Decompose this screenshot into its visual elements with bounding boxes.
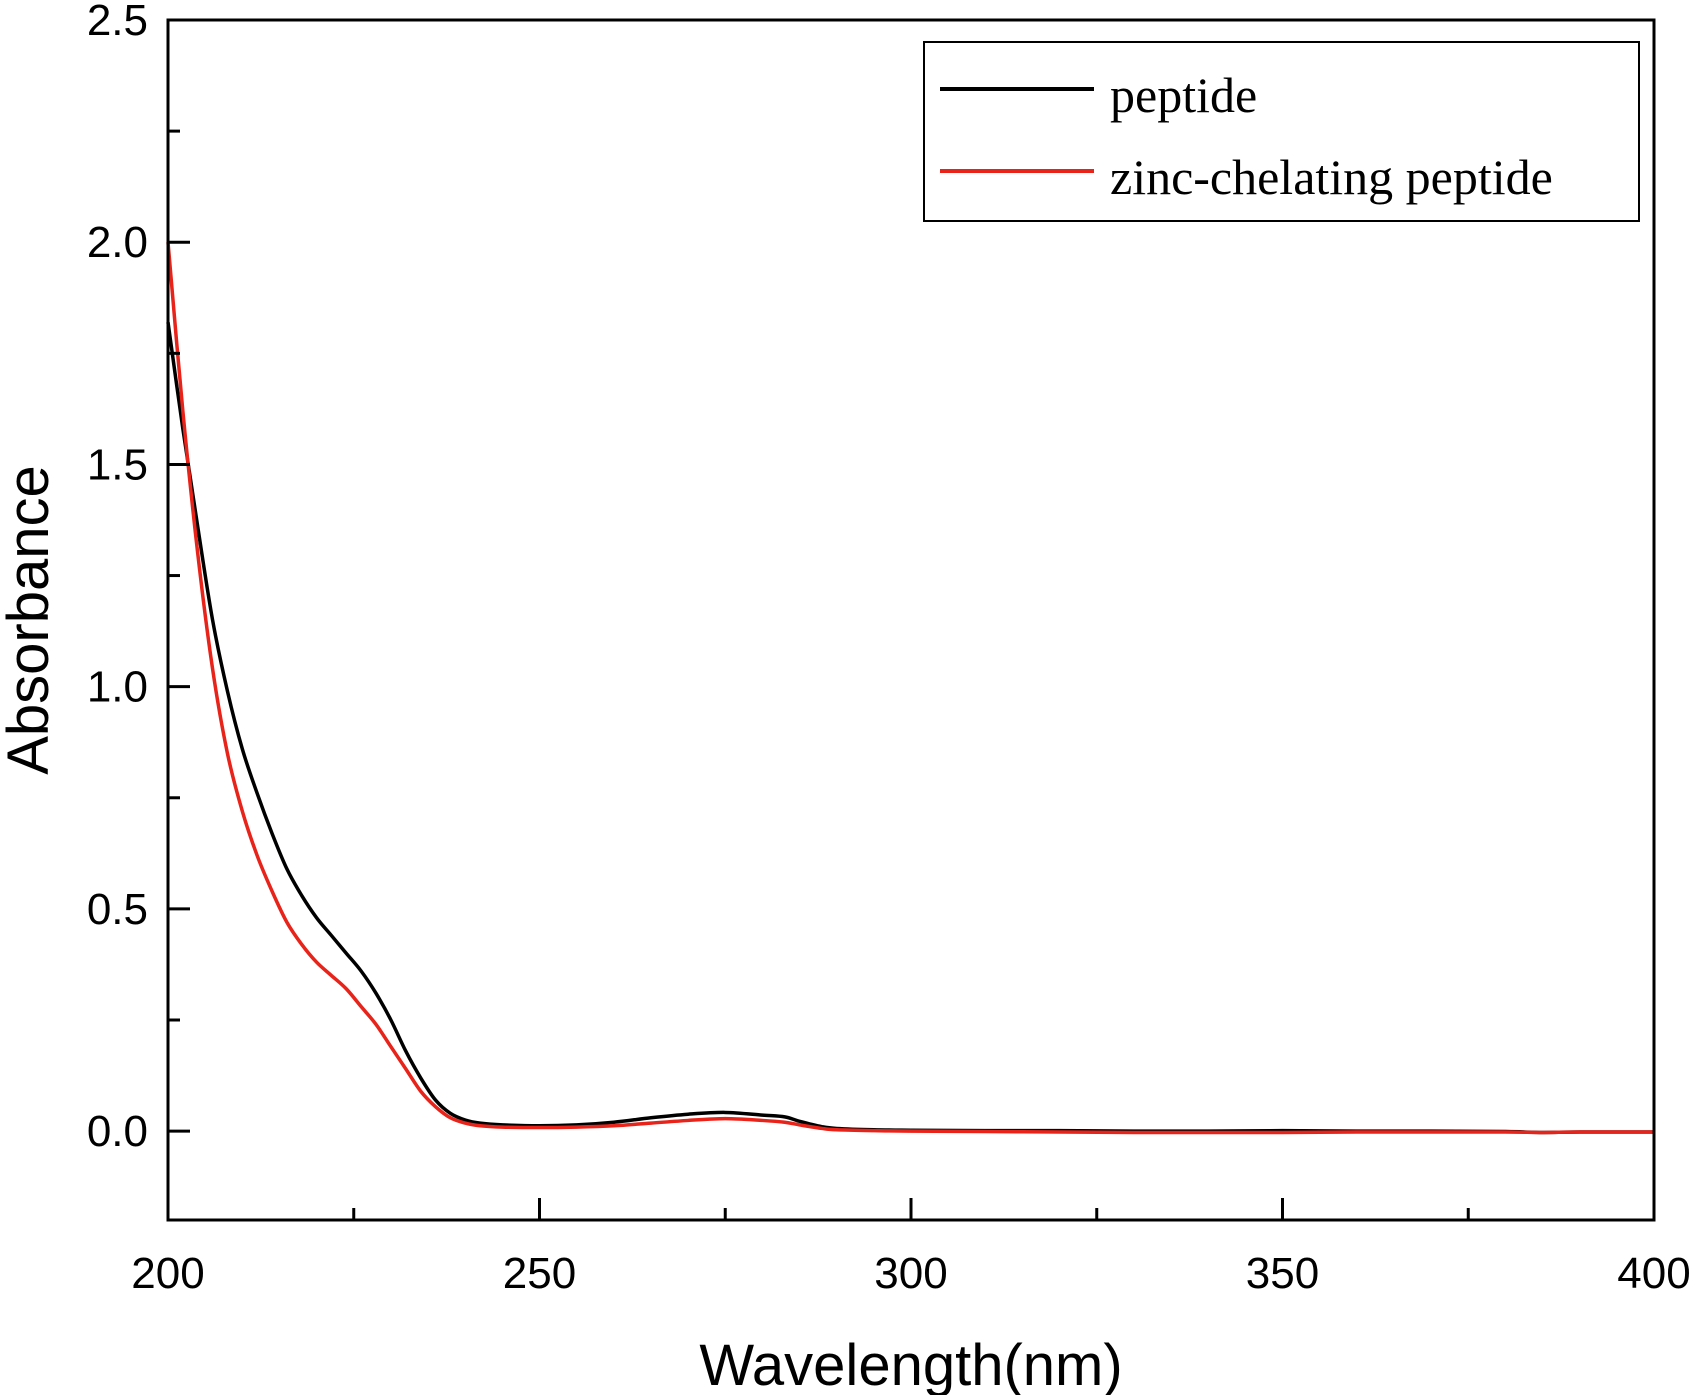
legend-label-zinc-chelating-peptide: zinc-chelating peptide bbox=[1110, 149, 1553, 205]
y-tick-label: 2.5 bbox=[87, 0, 148, 45]
plot-layer bbox=[166, 242, 1655, 1135]
y-tick-label: 0.5 bbox=[87, 885, 148, 934]
y-tick-label: 1.5 bbox=[87, 440, 148, 489]
x-tick-label: 350 bbox=[1246, 1249, 1319, 1298]
legend: peptide zinc-chelating peptide bbox=[923, 41, 1640, 222]
x-tick-label: 250 bbox=[503, 1249, 576, 1298]
y-tick-label: 2.0 bbox=[87, 218, 148, 267]
x-axis-title: Wavelength(nm) bbox=[699, 1333, 1122, 1395]
x-tick-label: 300 bbox=[874, 1249, 947, 1298]
x-tick-label: 400 bbox=[1617, 1249, 1690, 1298]
y-tick-label: 0.0 bbox=[87, 1107, 148, 1156]
y-tick-label: 1.0 bbox=[87, 663, 148, 712]
y-axis-title: Absorbance bbox=[0, 465, 61, 775]
series-line-zinc-chelating-peptide bbox=[166, 242, 1655, 1135]
series-line-peptide bbox=[166, 321, 1655, 1135]
legend-label-peptide: peptide bbox=[1110, 67, 1257, 123]
legend-box bbox=[923, 41, 1640, 222]
axis-layer: 200 250 300 350 400 0.0 0.5 1.0 1.5 2.0 2.5 bbox=[87, 0, 1691, 1298]
x-tick-label: 200 bbox=[131, 1249, 204, 1298]
